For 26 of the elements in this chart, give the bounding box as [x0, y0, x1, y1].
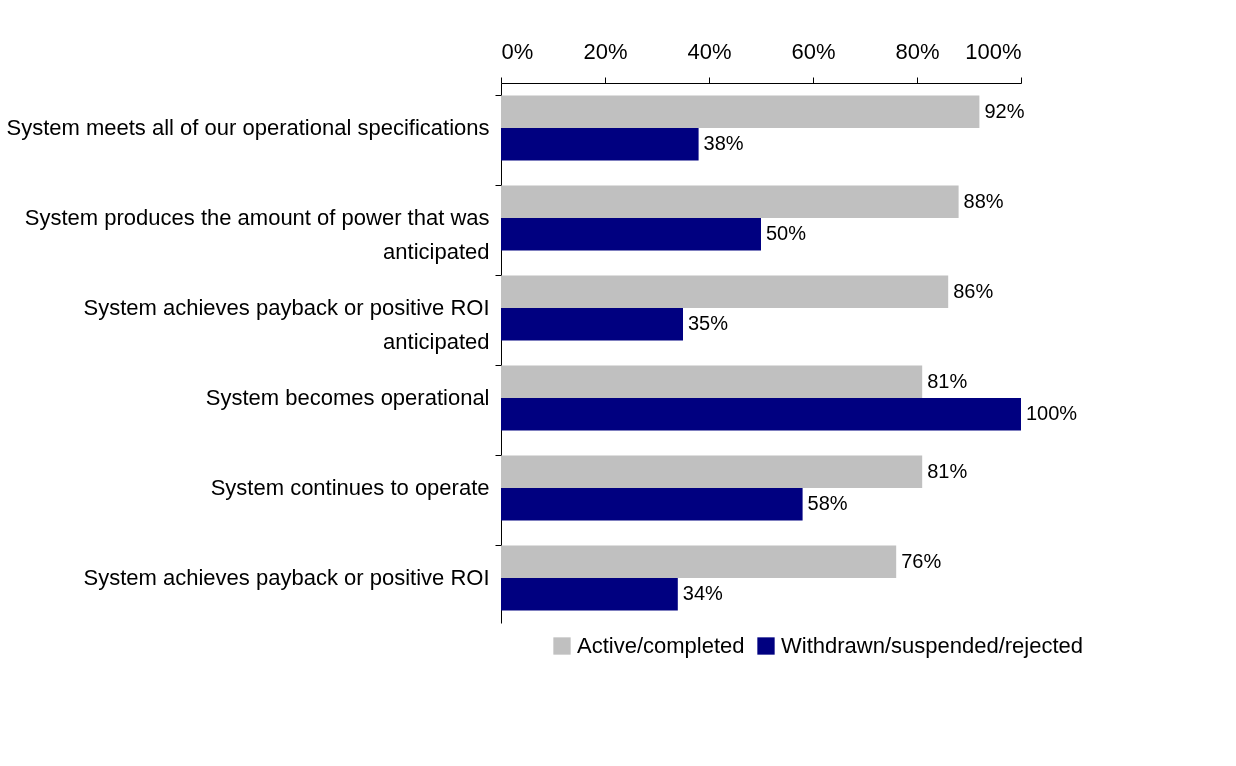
y-tick-label: System achieves payback or positive ROI anticipated [83, 295, 490, 354]
x-tick-label: 80% [895, 38, 940, 64]
y-tick-label: System produces the amount of power that was anticipated [24, 205, 490, 264]
data-label: 38% [703, 132, 744, 155]
x-tick-label: 20% [583, 38, 628, 64]
data-label: 92% [984, 99, 1025, 122]
data-label: 50% [766, 222, 807, 245]
x-tick-label: 40% [687, 38, 732, 64]
data-label: 35% [688, 312, 729, 335]
data-label: 76% [901, 549, 942, 572]
data-label: 100% [1026, 402, 1078, 425]
data-label: 86% [953, 279, 994, 302]
data-label: 34% [682, 582, 724, 605]
data-label: 81% [927, 459, 968, 482]
x-tick-label: 100% [965, 38, 1022, 64]
legend-label: Withdrawn/suspended/rejected [781, 633, 1084, 658]
y-tick-label: System meets all of our operational specifications [6, 115, 490, 140]
legend-label: Active/completed [577, 633, 745, 658]
data-label: 58% [807, 492, 848, 515]
x-tick-label: 0% [501, 38, 534, 64]
x-tick-label: 60% [791, 38, 836, 64]
data-label: 81% [927, 369, 968, 392]
y-tick-label: System continues to operate [210, 475, 490, 500]
y-tick-label: System becomes operational [205, 385, 490, 410]
data-label: 88% [963, 189, 1004, 212]
y-tick-label: System achieves payback or positive ROI [83, 565, 490, 590]
